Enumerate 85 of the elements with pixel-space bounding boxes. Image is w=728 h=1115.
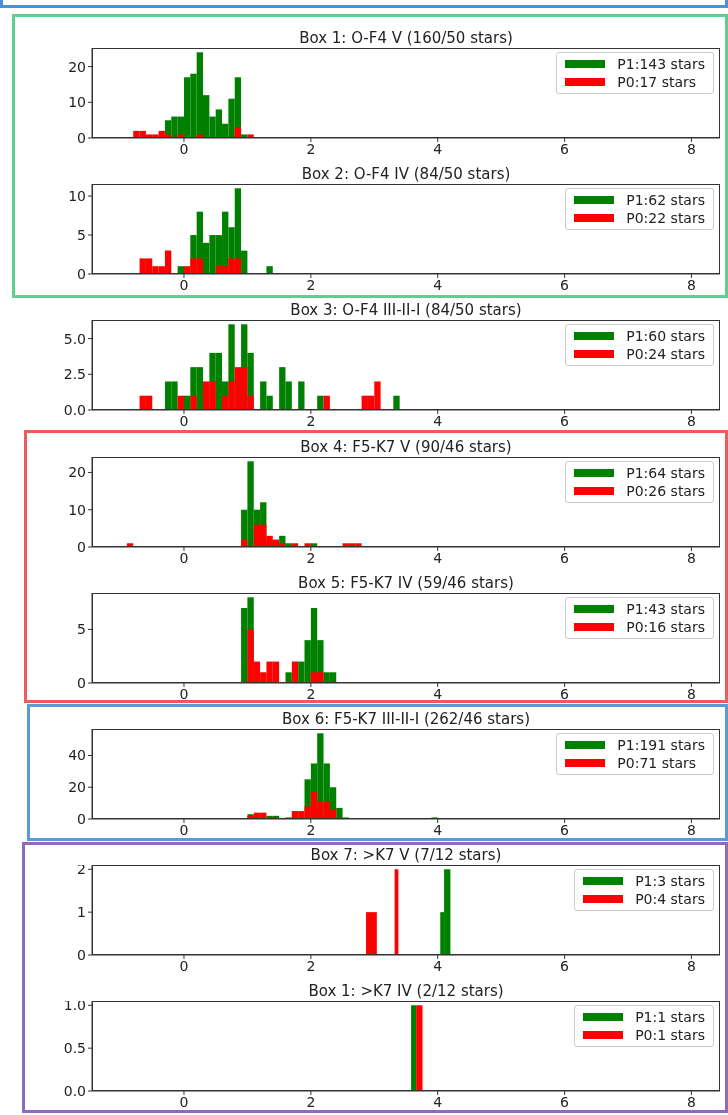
x-tick-label: 2 bbox=[306, 413, 316, 430]
x-tick-label: 8 bbox=[686, 140, 696, 157]
y-tick-label: 5 bbox=[77, 621, 86, 638]
legend-label: P0:1 stars bbox=[635, 1026, 705, 1045]
y-tick-label: 0 bbox=[77, 538, 86, 555]
x-tick-label: 4 bbox=[433, 958, 443, 975]
y-tick-label: 20 bbox=[68, 464, 86, 481]
x-tick-label: 6 bbox=[560, 958, 570, 975]
legend-label: P1:1 stars bbox=[635, 1008, 705, 1027]
legend-label: P0:4 stars bbox=[635, 890, 705, 909]
x-tick-label: 6 bbox=[560, 821, 570, 838]
x-tick-label: 4 bbox=[433, 277, 443, 294]
x-tick-label: 4 bbox=[433, 140, 443, 157]
chart-title: Box 6: F5-K7 III-II-I (262/46 stars) bbox=[281, 709, 531, 729]
x-tick-label: 8 bbox=[686, 549, 696, 566]
y-tick-label: 0 bbox=[77, 129, 86, 146]
x-tick-label: 6 bbox=[560, 277, 570, 294]
y-tick-label: 10 bbox=[68, 188, 86, 205]
legend-label: P0:22 stars bbox=[626, 209, 705, 228]
x-tick-label: 8 bbox=[686, 821, 696, 838]
x-tick-label: 2 bbox=[306, 685, 316, 702]
y-tick-label: 10 bbox=[68, 501, 86, 518]
x-tick-label: 4 bbox=[433, 685, 443, 702]
x-tick-label: 8 bbox=[686, 413, 696, 430]
chart-title: Box 3: O-F4 III-II-I (84/50 stars) bbox=[289, 300, 523, 321]
y-tick-label: 0 bbox=[77, 947, 86, 964]
legend-label: P1:62 stars bbox=[626, 191, 705, 210]
chart-title: Box 7: >K7 V (7/12 stars) bbox=[309, 845, 503, 866]
x-tick-label: 6 bbox=[560, 1094, 570, 1111]
x-tick-label: 6 bbox=[560, 413, 570, 430]
legend-label: P1:3 stars bbox=[635, 872, 705, 891]
y-tick-label: 40 bbox=[68, 747, 86, 764]
chart-title: Box 1: O-F4 V (160/50 stars) bbox=[298, 28, 514, 48]
x-tick-label: 0 bbox=[179, 685, 189, 702]
x-tick-label: 2 bbox=[306, 277, 316, 294]
x-tick-label: 4 bbox=[433, 549, 443, 566]
y-tick-label: 5 bbox=[77, 227, 86, 244]
x-tick-label: 6 bbox=[560, 549, 570, 566]
legend-label: P0:24 stars bbox=[626, 345, 705, 364]
x-tick-label: 2 bbox=[306, 549, 316, 566]
legend-label: P1:143 stars bbox=[617, 55, 705, 73]
chart-title: Box 4: F5-K7 V (90/46 stars) bbox=[299, 436, 513, 457]
x-tick-label: 4 bbox=[433, 1094, 443, 1111]
chart-title: Box 1: >K7 IV (2/12 stars) bbox=[307, 981, 505, 1002]
x-tick-label: 0 bbox=[179, 277, 189, 294]
x-tick-label: 6 bbox=[560, 140, 570, 157]
x-tick-label: 2 bbox=[306, 821, 316, 838]
y-tick-label: 0.0 bbox=[63, 1083, 86, 1100]
chart-title: Box 5: F5-K7 IV (59/46 stars) bbox=[297, 572, 515, 593]
legend-label: P1:191 stars bbox=[617, 736, 705, 754]
x-tick-label: 0 bbox=[179, 1094, 189, 1111]
y-tick-label: 10 bbox=[68, 94, 86, 111]
x-tick-label: 0 bbox=[179, 958, 189, 975]
x-tick-label: 8 bbox=[686, 277, 696, 294]
legend-label: P0:26 stars bbox=[626, 481, 705, 500]
x-tick-label: 0 bbox=[179, 821, 189, 838]
y-tick-label: 0 bbox=[77, 810, 86, 827]
x-tick-label: 0 bbox=[179, 140, 189, 157]
x-tick-label: 4 bbox=[433, 413, 443, 430]
y-tick-label: 0.5 bbox=[63, 1040, 86, 1057]
x-tick-label: 4 bbox=[433, 821, 443, 838]
chart-title: Box 2: O-F4 IV (84/50 stars) bbox=[300, 164, 512, 185]
legend-label: P1:64 stars bbox=[626, 463, 705, 482]
x-tick-label: 2 bbox=[306, 958, 316, 975]
y-tick-label: 2.5 bbox=[63, 366, 86, 383]
legend-label: P1:43 stars bbox=[626, 599, 705, 618]
y-tick-label: 20 bbox=[68, 58, 86, 75]
legend-label: P1:60 stars bbox=[626, 327, 705, 346]
legend-label: P0:71 stars bbox=[617, 754, 697, 772]
x-tick-label: 8 bbox=[686, 1094, 696, 1111]
y-tick-label: 0 bbox=[77, 674, 86, 691]
x-tick-label: 8 bbox=[686, 685, 696, 702]
legend-label: P0:16 stars bbox=[626, 617, 705, 636]
x-tick-label: 6 bbox=[560, 685, 570, 702]
y-tick-label: 1 bbox=[77, 904, 86, 921]
x-tick-label: 0 bbox=[179, 549, 189, 566]
x-tick-label: 2 bbox=[306, 1094, 316, 1111]
x-tick-label: 8 bbox=[686, 958, 696, 975]
legend-label: P0:17 stars bbox=[617, 73, 697, 91]
y-tick-label: 0.0 bbox=[63, 402, 86, 419]
y-tick-label: 20 bbox=[68, 779, 86, 796]
y-tick-label: 0 bbox=[77, 266, 86, 283]
y-tick-label: 5.0 bbox=[63, 330, 86, 347]
x-tick-label: 0 bbox=[179, 413, 189, 430]
x-tick-label: 2 bbox=[306, 140, 316, 157]
